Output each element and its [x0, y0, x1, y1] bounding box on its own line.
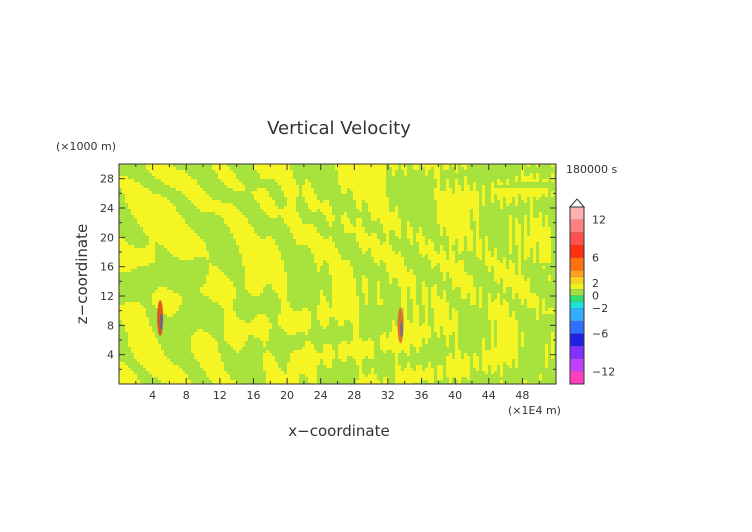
colorbar-tick-label: 6	[592, 252, 599, 265]
colorbar-level	[570, 333, 584, 347]
colorbar-tick-label: −6	[592, 327, 608, 340]
x-tick-label: 40	[448, 389, 462, 402]
colorbar: 12 6 20−2 −6 −12	[568, 198, 615, 385]
x-tick-label: 8	[183, 389, 190, 402]
x-tick-label: 24	[314, 389, 328, 402]
y-axis-label: z−coordinate	[73, 224, 91, 324]
colorbar-level	[570, 295, 584, 302]
velocity-hotspots	[157, 300, 404, 344]
colorbar-level	[570, 289, 584, 296]
colorbar-level	[570, 232, 584, 245]
colorbar-level	[570, 270, 584, 277]
y-tick-label: 28	[100, 173, 114, 186]
colorbar-tick-label: 12	[592, 214, 606, 227]
x-tick-label: 48	[515, 389, 529, 402]
chart-title: Vertical Velocity	[267, 118, 411, 139]
y-tick-label: 24	[100, 202, 114, 215]
hotspot-core-1	[400, 321, 404, 338]
colorbar-level	[570, 358, 584, 372]
velocity-field	[119, 164, 554, 384]
colorbar-level	[570, 244, 584, 258]
y-unit-label: (×1000 m)	[56, 140, 116, 153]
x-tick-label: 32	[381, 389, 395, 402]
hotspot-core-0	[159, 314, 163, 330]
y-axis-ticks: 4 8 12 16 20 24 28	[100, 173, 556, 370]
colorbar-level	[570, 207, 584, 220]
colorbar-tick-label: −12	[592, 365, 615, 378]
x-tick-label: 20	[280, 389, 294, 402]
x-unit-label: (×1E4 m)	[508, 404, 561, 417]
x-tick-label: 36	[415, 389, 429, 402]
colorbar-level	[570, 301, 584, 309]
colorbar-level	[570, 320, 584, 334]
colorbar-level	[570, 371, 584, 384]
y-tick-label: 12	[100, 290, 114, 303]
colorbar-level	[570, 276, 584, 283]
y-tick-label: 4	[107, 349, 114, 362]
colorbar-tick-label: 0	[592, 290, 599, 303]
plot-area	[118, 163, 557, 385]
x-tick-label: 44	[482, 389, 496, 402]
y-tick-label: 20	[100, 231, 114, 244]
colorbar-tick-label: 2	[592, 277, 599, 290]
colorbar-level	[570, 219, 584, 233]
y-tick-label: 16	[100, 261, 114, 274]
colorbar-level	[570, 346, 584, 359]
colorbar-level	[570, 308, 584, 321]
colorbar-extend-arrow	[568, 198, 586, 208]
time-label: 180000 s	[566, 163, 617, 176]
y-tick-label: 8	[107, 319, 114, 332]
x-tick-label: 4	[149, 389, 156, 402]
colorbar-level	[570, 282, 584, 290]
x-axis-ticks: 4 8 12 16 20 24 28 32 36 40 44 48	[135, 164, 540, 402]
x-tick-label: 28	[347, 389, 361, 402]
colorbar-level	[570, 257, 584, 271]
colorbar-tick-label: −2	[592, 302, 608, 315]
colorbar-frame	[569, 206, 585, 385]
x-axis-label: x−coordinate	[288, 422, 389, 440]
x-tick-label: 16	[246, 389, 260, 402]
x-tick-label: 12	[213, 389, 227, 402]
